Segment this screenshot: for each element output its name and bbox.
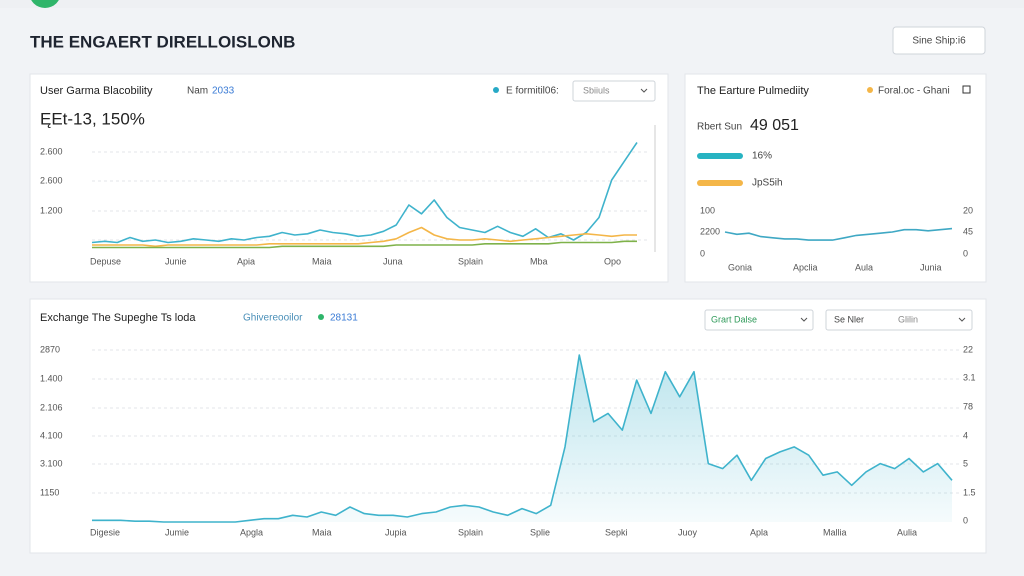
line [92,354,953,523]
legend-bar-label: JpS5ih [752,178,783,189]
chevron [958,317,966,322]
x-tick-label: Juoy [678,527,698,537]
header-button[interactable] [892,26,986,55]
kpi: ĘEt-13, 150% [40,109,145,128]
x-tick-label: Apgla [240,527,263,537]
legend-dot [493,87,499,93]
y2-tick-label: 78 [963,401,973,411]
x-tick-label: Splie [530,527,550,537]
legend-bar-label: 16% [752,151,772,162]
y-tick-label: 2.106 [40,402,63,412]
legend-dot [318,314,324,320]
line [92,226,637,248]
chevron [640,88,648,93]
y-tick-label: 3.100 [40,458,63,468]
dropdown[interactable] [825,309,973,331]
header-button-label[interactable]: Sine Ship:i6 [912,36,966,47]
x-tick-label: Opo [604,256,621,266]
dropdown-value[interactable]: Glilin [898,314,918,324]
kpi-label: Rbert Sun [697,122,742,133]
y2-tick-label: 45 [963,226,973,236]
y-tick-label: 2.600 [40,175,63,185]
legend-label: E formitil06: [506,86,559,97]
x-tick-label: Apla [750,527,768,537]
x-tick-label: Junie [165,256,187,266]
dropdown[interactable] [572,80,656,102]
x-tick-label: Jumie [165,527,189,537]
panel-subtitle-value: 2033 [212,86,235,97]
y-tick-label: 0 [700,248,705,258]
panel-subtitle: Nam [187,86,208,97]
area [92,355,952,522]
line [92,240,637,249]
panel-subtitle: Ghivereooilor [243,313,303,324]
y-tick-label: 2870 [40,344,60,354]
line [91,142,638,244]
panel [29,73,669,283]
dropdown[interactable] [704,309,814,331]
x-tick-label: Jupia [385,527,407,537]
x-tick-label: Splain [458,527,483,537]
panel-title: User Garma Blacobility [40,85,153,97]
chevron [800,317,808,322]
menu-icon[interactable] [962,85,971,94]
y-tick-label: 1.400 [40,373,63,383]
y-tick-label: 1150 [40,487,59,497]
top-strip [0,0,1024,8]
x-tick-label: Splain [458,256,483,266]
panel-subtitle-value: 28131 [330,313,358,324]
x-tick-label: Gonia [728,262,752,272]
x-tick-label: Junia [920,262,942,272]
y2-tick-label: 4 [963,430,968,440]
y2-tick-label: 5 [963,458,968,468]
y-tick-label: 100 [700,205,715,215]
x-tick-label: Digesie [90,527,120,537]
x-tick-label: Maia [312,256,332,266]
y2-tick-label: 3.1 [963,372,976,382]
line [724,227,953,241]
x-tick-label: Apclia [793,262,818,272]
logo [31,0,59,8]
panel-title: The Earture Pulmediity [697,85,809,97]
y-tick-label: 4.100 [40,430,63,440]
x-tick-label: Apia [237,256,255,266]
dropdown-label[interactable]: Se Nler [834,314,864,324]
y2-tick-label: 1.5 [963,487,976,497]
dropdown-label[interactable]: Sbiiuls [583,85,610,95]
y-tick-label: 1.200 [40,205,63,215]
dropdown-label[interactable]: Grart Dalse [711,314,757,324]
y-tick-label: 2200 [700,226,720,236]
x-tick-label: Mba [530,256,548,266]
y2-tick-label: 22 [963,344,973,354]
panel-title: Exchange The Supeghe Ts loda [40,312,196,324]
x-tick-label: Maia [312,527,332,537]
panel [684,73,987,283]
x-tick-label: Depuse [90,256,121,266]
y2-tick-label: 0 [963,248,968,258]
legend-dot [867,87,873,93]
kpi: 49 051 [750,117,799,134]
legend-label: Foral.oc - Ghani [878,86,950,97]
y-tick-label: 2.600 [40,146,63,156]
x-tick-label: Sepki [605,527,628,537]
y2-tick-label: 20 [963,205,973,215]
x-tick-label: Aulia [897,527,917,537]
y2-tick-label: 0 [963,515,968,525]
page-title: THE ENGAERT DIRELLOISLONB [30,32,295,51]
x-tick-label: Aula [855,262,873,272]
x-tick-label: Mallia [823,527,847,537]
x-tick-label: Juna [383,256,403,266]
